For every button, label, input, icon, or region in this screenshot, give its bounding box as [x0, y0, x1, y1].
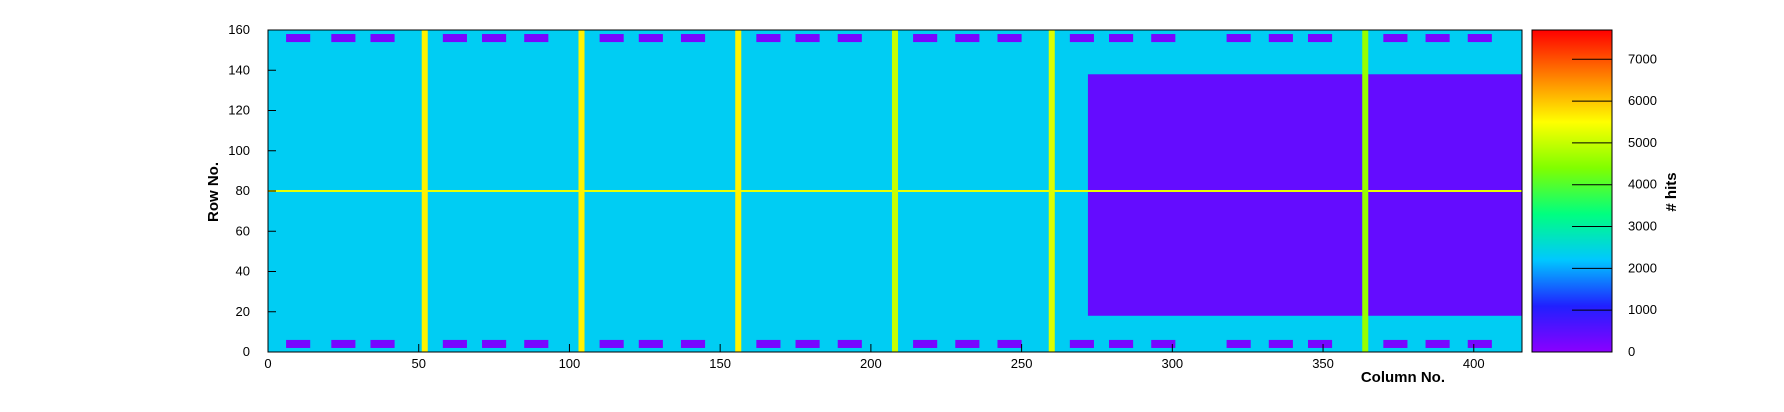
pad-cell: [837, 339, 862, 348]
pad-cell: [795, 34, 820, 43]
pad-cell: [795, 339, 820, 348]
pad-cell: [1425, 34, 1450, 43]
dense-region: [1087, 74, 1522, 316]
hot-column: [735, 30, 742, 352]
x-axis-title: Column No.: [1361, 369, 1445, 386]
pad-cell: [482, 339, 507, 348]
pad-cell: [331, 339, 356, 348]
hot-column: [1362, 30, 1369, 352]
pad-cell: [680, 339, 706, 348]
z-tick-label: 6000: [1628, 93, 1657, 108]
z-tick-label: 4000: [1628, 177, 1657, 192]
y-tick-label: 0: [243, 344, 250, 359]
x-tick-label: 350: [1312, 356, 1334, 371]
pad-cell: [680, 34, 706, 43]
pad-cell: [442, 339, 467, 348]
x-tick-label: 300: [1161, 356, 1183, 371]
y-tick-label: 80: [236, 183, 250, 198]
pad-cell: [286, 339, 311, 348]
pad-cell: [1425, 339, 1450, 348]
z-axis: 0 1000 2000 3000 4000 5000 6000 7000: [1572, 51, 1657, 359]
pad-cell: [1307, 34, 1333, 43]
pad-cell: [1307, 339, 1333, 348]
pad-cell: [1268, 34, 1293, 43]
z-tick-label: 2000: [1628, 260, 1657, 275]
z-tick-label: 3000: [1628, 219, 1657, 234]
heatmap-cells: [268, 30, 1522, 352]
x-tick-label: 150: [709, 356, 731, 371]
x-tick-label: 100: [559, 356, 581, 371]
pad-cell: [1383, 34, 1408, 43]
x-tick-label: 400: [1463, 356, 1485, 371]
pad-cell: [997, 339, 1022, 348]
pad-cell: [442, 34, 467, 43]
x-tick-label: 0: [264, 356, 271, 371]
pad-cell: [1467, 34, 1492, 43]
pad-cell: [1151, 339, 1176, 348]
pad-cell: [756, 34, 781, 43]
x-axis: 0 50 100 150 200 250 300 350 400: [264, 344, 1485, 371]
z-tick-label: 7000: [1628, 51, 1657, 66]
hot-column: [1048, 30, 1055, 352]
pad-cell: [286, 34, 311, 43]
x-tick-label: 250: [1011, 356, 1033, 371]
pad-cell: [482, 34, 507, 43]
pad-cell: [1151, 34, 1176, 43]
pad-cell: [1383, 339, 1408, 348]
y-tick-label: 60: [236, 223, 250, 238]
z-tick-label: 1000: [1628, 302, 1657, 317]
color-scale-bar: 0 1000 2000 3000 4000 5000 6000 7000: [1531, 29, 1657, 359]
color-scale-gradient: [1531, 29, 1613, 353]
pad-cell: [1109, 34, 1134, 43]
pad-cell: [955, 339, 980, 348]
y-axis: 0 20 40 60 80 100 120 140 160: [228, 22, 276, 359]
y-tick-label: 160: [228, 22, 250, 37]
pad-cell: [756, 339, 781, 348]
pad-cell: [599, 339, 624, 348]
pad-cell: [1467, 339, 1492, 348]
x-tick-label: 200: [860, 356, 882, 371]
pad-cell: [1268, 339, 1293, 348]
y-tick-label: 100: [228, 143, 250, 158]
hot-column: [578, 30, 585, 352]
pad-cell: [955, 34, 980, 43]
x-tick-label: 50: [411, 356, 425, 371]
y-tick-label: 40: [236, 264, 250, 279]
y-tick-label: 20: [236, 304, 250, 319]
z-tick-label: 5000: [1628, 135, 1657, 150]
plot-area: [268, 30, 1522, 352]
pad-cell: [370, 339, 395, 348]
pad-cell: [1226, 339, 1251, 348]
pad-cell: [524, 34, 549, 43]
hot-column: [891, 30, 899, 352]
y-tick-label: 140: [228, 62, 250, 77]
pad-cell: [331, 34, 356, 43]
y-tick-label: 120: [228, 103, 250, 118]
pad-cell: [1069, 339, 1094, 348]
pad-cell: [997, 34, 1022, 43]
pad-cell: [638, 34, 663, 43]
pad-cell: [913, 339, 938, 348]
pad-cell: [1226, 34, 1251, 43]
pad-cell: [837, 34, 862, 43]
pad-cell: [1109, 339, 1134, 348]
z-axis-title: # hits: [1663, 172, 1680, 211]
hot-column: [421, 30, 428, 352]
pad-cell: [638, 339, 663, 348]
z-tick-label: 0: [1628, 344, 1635, 359]
pad-cell: [1069, 34, 1094, 43]
pad-cell: [370, 34, 395, 43]
y-axis-title: Row No.: [205, 162, 222, 222]
pad-cell: [524, 339, 549, 348]
pad-cell: [599, 34, 624, 43]
pad-cell: [913, 34, 938, 43]
